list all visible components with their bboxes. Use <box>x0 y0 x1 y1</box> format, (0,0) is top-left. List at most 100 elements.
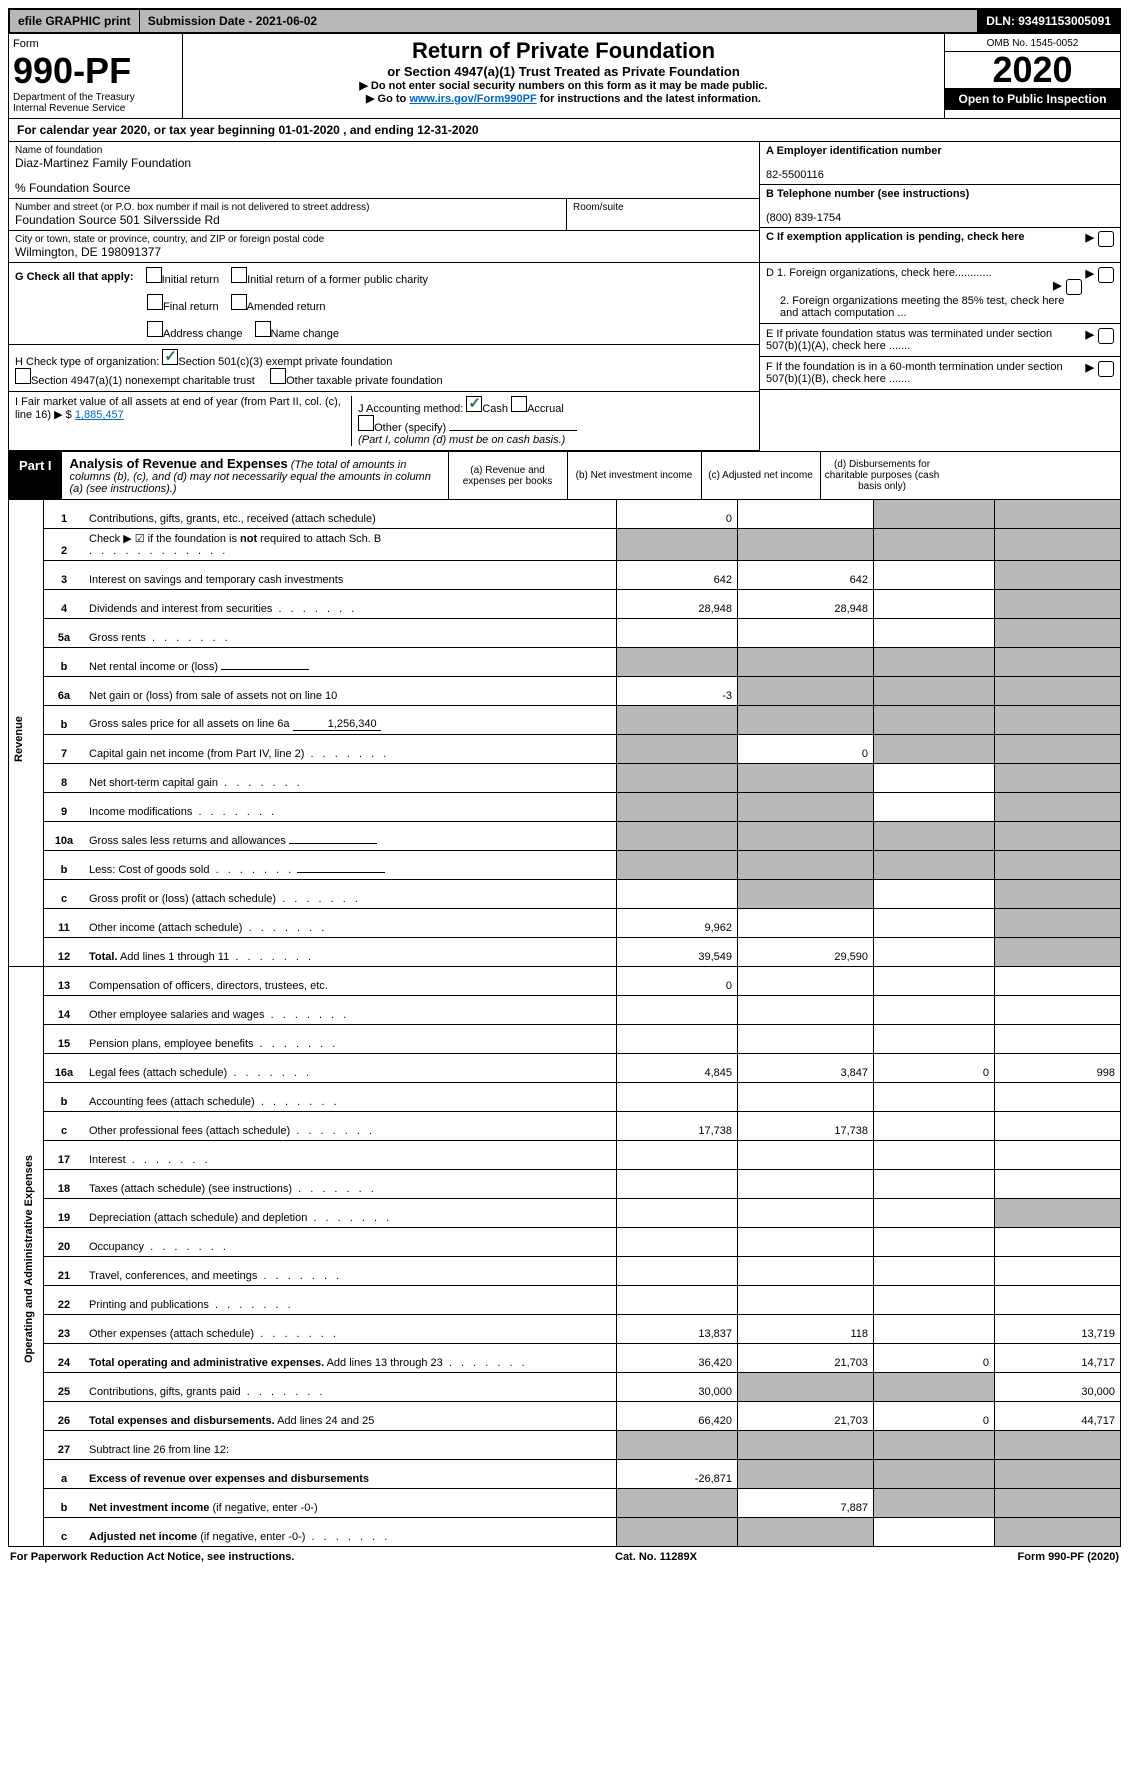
j-other[interactable]: Other (specify) <box>358 422 446 434</box>
cell-b <box>738 1518 874 1547</box>
j-cash[interactable]: Cash <box>466 403 508 415</box>
tax-year: 2020 <box>945 52 1120 88</box>
line-number: 15 <box>44 1025 85 1054</box>
page-footer: For Paperwork Reduction Act Notice, see … <box>8 1547 1121 1567</box>
line-desc: Net rental income or (loss) <box>84 648 617 677</box>
d2-checkbox[interactable] <box>1066 279 1082 295</box>
amended-return[interactable]: Amended return <box>231 294 326 313</box>
cell-a: 28,948 <box>617 590 738 619</box>
cell-b <box>738 822 874 851</box>
exemption-pending-checkbox[interactable] <box>1098 231 1114 247</box>
cell-a <box>617 764 738 793</box>
cell-a: 39,549 <box>617 938 738 967</box>
e-checkbox[interactable] <box>1098 328 1114 344</box>
line-desc: Gross sales less returns and allowances <box>84 822 617 851</box>
line-desc: Other employee salaries and wages . . . … <box>84 996 617 1025</box>
d2-label: 2. Foreign organizations meeting the 85%… <box>766 295 1076 319</box>
footer-mid: Cat. No. 11289X <box>615 1551 697 1563</box>
line-number: a <box>44 1460 85 1489</box>
line-desc: Other income (attach schedule) . . . . .… <box>84 909 617 938</box>
line-number: 11 <box>44 909 85 938</box>
i-label: I Fair market value of all assets at end… <box>15 396 341 421</box>
cell-d: 998 <box>995 1054 1121 1083</box>
cell-a <box>617 735 738 764</box>
cell-c <box>874 561 995 590</box>
d1-checkbox[interactable] <box>1098 267 1114 283</box>
line-desc: Printing and publications . . . . . . . <box>84 1286 617 1315</box>
cell-d <box>995 500 1121 529</box>
form-subtitle: or Section 4947(a)(1) Trust Treated as P… <box>187 64 940 79</box>
cell-c <box>874 793 995 822</box>
line-desc: Adjusted net income (if negative, enter … <box>84 1518 617 1547</box>
cell-d <box>995 793 1121 822</box>
addr-change[interactable]: Address change <box>147 321 243 340</box>
cell-c <box>874 1228 995 1257</box>
line-desc: Pension plans, employee benefits . . . .… <box>84 1025 617 1054</box>
cell-a: 66,420 <box>617 1402 738 1431</box>
cell-c <box>874 619 995 648</box>
line-number: 12 <box>44 938 85 967</box>
cell-b <box>738 1286 874 1315</box>
cell-c <box>874 880 995 909</box>
h-501c3[interactable]: Section 501(c)(3) exempt private foundat… <box>162 356 392 368</box>
cell-a <box>617 1257 738 1286</box>
open-public: Open to Public Inspection <box>945 88 1120 110</box>
final-return[interactable]: Final return <box>147 294 219 313</box>
cell-b <box>738 648 874 677</box>
cell-b: 642 <box>738 561 874 590</box>
efile-label[interactable]: efile GRAPHIC print <box>10 10 140 32</box>
col-d-head: (d) Disbursements for charitable purpose… <box>820 452 944 499</box>
cell-c <box>874 1286 995 1315</box>
cell-d <box>995 1199 1121 1228</box>
submission-date: Submission Date - 2021-06-02 <box>140 10 979 32</box>
e-label: E If private foundation status was termi… <box>766 328 1052 352</box>
cell-d <box>995 996 1121 1025</box>
cell-a: 36,420 <box>617 1344 738 1373</box>
initial-return[interactable]: Initial return <box>146 267 219 286</box>
cell-a <box>617 793 738 822</box>
j-accrual[interactable]: Accrual <box>511 403 564 415</box>
line-number: 1 <box>44 500 85 529</box>
line-number: 17 <box>44 1141 85 1170</box>
cell-b <box>738 996 874 1025</box>
line-desc: Occupancy . . . . . . . <box>84 1228 617 1257</box>
cell-b <box>738 1431 874 1460</box>
initial-former[interactable]: Initial return of a former public charit… <box>231 267 428 286</box>
cell-d <box>995 706 1121 735</box>
col-c-head: (c) Adjusted net income <box>701 452 820 499</box>
phone-value: (800) 839-1754 <box>766 212 841 224</box>
footer-left: For Paperwork Reduction Act Notice, see … <box>10 1551 294 1563</box>
line-desc: Other professional fees (attach schedule… <box>84 1112 617 1141</box>
cell-a <box>617 880 738 909</box>
j-label: J Accounting method: <box>358 403 463 415</box>
h-other-taxable[interactable]: Other taxable private foundation <box>270 375 443 387</box>
cell-d <box>995 677 1121 706</box>
footer-right: Form 990-PF (2020) <box>1018 1551 1120 1563</box>
name-change[interactable]: Name change <box>255 321 340 340</box>
cell-a: 0 <box>617 967 738 996</box>
line-desc: Net investment income (if negative, ente… <box>84 1489 617 1518</box>
line-desc: Net gain or (loss) from sale of assets n… <box>84 677 617 706</box>
line-number: 6a <box>44 677 85 706</box>
irs-link[interactable]: www.irs.gov/Form990PF <box>409 93 536 105</box>
dln: DLN: 93491153005091 <box>978 10 1119 32</box>
part1-title: Analysis of Revenue and Expenses <box>70 456 288 471</box>
cell-d <box>995 1112 1121 1141</box>
cell-a <box>617 1170 738 1199</box>
cell-c <box>874 1315 995 1344</box>
h-4947[interactable]: Section 4947(a)(1) nonexempt charitable … <box>15 375 255 387</box>
f-checkbox[interactable] <box>1098 361 1114 377</box>
line-number: 7 <box>44 735 85 764</box>
cell-b <box>738 706 874 735</box>
col-b-head: (b) Net investment income <box>567 452 701 499</box>
cell-d <box>995 909 1121 938</box>
fmv-link[interactable]: 1,885,457 <box>75 409 124 421</box>
part1-table: Revenue1Contributions, gifts, grants, et… <box>8 500 1121 1547</box>
cell-c <box>874 851 995 880</box>
cell-d: 14,717 <box>995 1344 1121 1373</box>
name-label: Name of foundation <box>15 145 102 156</box>
line-number: 25 <box>44 1373 85 1402</box>
expenses-sidelabel: Operating and Administrative Expenses <box>9 967 44 1547</box>
cell-b: 29,590 <box>738 938 874 967</box>
cell-c <box>874 1112 995 1141</box>
